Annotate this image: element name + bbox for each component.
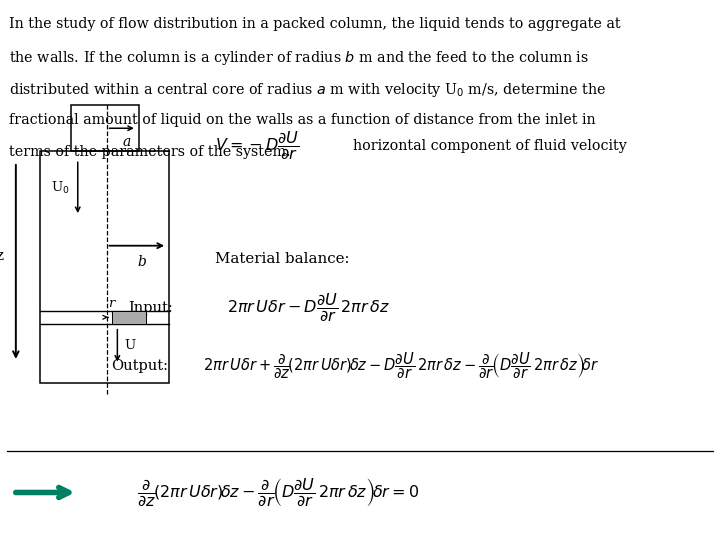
Text: Output:: Output: (112, 359, 168, 373)
Text: a: a (122, 136, 130, 149)
Text: fractional amount of liquid on the walls as a function of distance from the inle: fractional amount of liquid on the walls… (9, 113, 596, 127)
Text: Material balance:: Material balance: (215, 252, 349, 266)
Text: z: z (0, 249, 3, 264)
Text: In the study of flow distribution in a packed column, the liquid tends to aggreg: In the study of flow distribution in a p… (9, 17, 621, 31)
Text: $V = -D\dfrac{\partial U}{\partial r}$: $V = -D\dfrac{\partial U}{\partial r}$ (215, 130, 299, 162)
Text: Input:: Input: (128, 301, 173, 315)
Text: $\dfrac{\partial}{\partial z}\!\left(2\pi r\,U\delta r\right)\!\delta z - \dfrac: $\dfrac{\partial}{\partial z}\!\left(2\p… (137, 476, 419, 509)
Text: $2\pi r\,U\delta r - D\dfrac{\partial U}{\partial r}\,2\pi r\,\delta z$: $2\pi r\,U\delta r - D\dfrac{\partial U}… (227, 292, 390, 324)
Text: r: r (108, 296, 114, 309)
Text: U$_0$: U$_0$ (50, 180, 69, 195)
Text: horizontal component of fluid velocity: horizontal component of fluid velocity (353, 139, 626, 153)
Text: terms of the parameters of the system.: terms of the parameters of the system. (9, 145, 291, 159)
Text: $2\pi r\,U\delta r + \dfrac{\partial}{\partial z}\!\left(2\pi r\,U\delta r\right: $2\pi r\,U\delta r + \dfrac{\partial}{\p… (203, 351, 600, 381)
Text: b: b (137, 255, 146, 269)
Text: distributed within a central core of radius $a$ m with velocity U$_0$ m/s, deter: distributed within a central core of rad… (9, 81, 606, 99)
Text: the walls. If the column is a cylinder of radius $b$ m and the feed to the colum: the walls. If the column is a cylinder o… (9, 49, 589, 67)
Text: U: U (125, 339, 136, 352)
Polygon shape (112, 310, 146, 324)
